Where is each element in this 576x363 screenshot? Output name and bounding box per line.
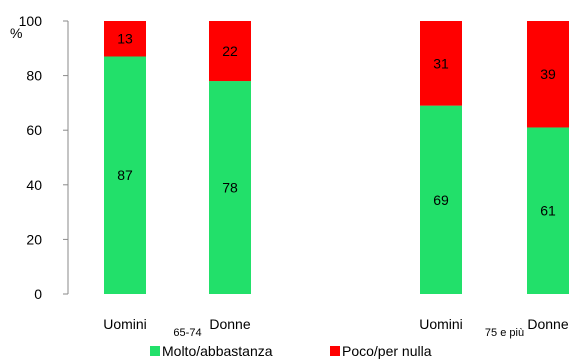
legend-swatch xyxy=(330,346,340,356)
data-labels: 87 13 78 22 69 31 61 39 xyxy=(117,31,556,219)
y-tick-label: 60 xyxy=(26,122,42,138)
data-label-poco-per-nulla: 39 xyxy=(540,66,556,82)
bars xyxy=(104,21,569,294)
bar-segment-poco-per-nulla xyxy=(420,21,462,106)
x-group-label: 75 e più xyxy=(485,327,524,339)
y-tick-label: 100 xyxy=(19,13,43,29)
x-category-label: Donne xyxy=(209,316,250,332)
data-label-molto-abbastanza: 69 xyxy=(433,192,449,208)
bar-segment-molto-abbastanza xyxy=(209,81,251,294)
data-label-molto-abbastanza: 61 xyxy=(540,203,556,219)
data-label-molto-abbastanza: 87 xyxy=(117,167,133,183)
data-label-poco-per-nulla: 31 xyxy=(433,55,449,71)
legend-label: Poco/per nulla xyxy=(342,343,432,359)
bar-segment-poco-per-nulla xyxy=(527,21,569,128)
x-category-label: Donne xyxy=(527,316,568,332)
x-category-label: Uomini xyxy=(419,316,463,332)
data-label-poco-per-nulla: 22 xyxy=(222,43,238,59)
axes: 0 20 40 60 80 100% xyxy=(10,13,69,302)
legend: Molto/abbastanza Poco/per nulla xyxy=(150,343,432,359)
bar-segment-molto-abbastanza xyxy=(527,127,569,294)
bar-segment-poco-per-nulla xyxy=(104,21,146,57)
bar-segment-molto-abbastanza xyxy=(104,56,146,294)
legend-label: Molto/abbastanza xyxy=(162,343,273,359)
data-label-molto-abbastanza: 78 xyxy=(222,180,238,196)
y-tick-label: 0 xyxy=(34,286,42,302)
y-unit-label: % xyxy=(10,25,22,41)
y-tick-label: 20 xyxy=(26,231,42,247)
data-label-poco-per-nulla: 13 xyxy=(117,31,133,47)
y-tick-label: 40 xyxy=(26,177,42,193)
x-category-label: Uomini xyxy=(103,316,147,332)
legend-swatch xyxy=(150,346,160,356)
bar-segment-molto-abbastanza xyxy=(420,105,462,294)
bar-segment-poco-per-nulla xyxy=(209,21,251,82)
x-group-label: 65-74 xyxy=(173,327,201,339)
y-tick-label: 80 xyxy=(26,68,42,84)
